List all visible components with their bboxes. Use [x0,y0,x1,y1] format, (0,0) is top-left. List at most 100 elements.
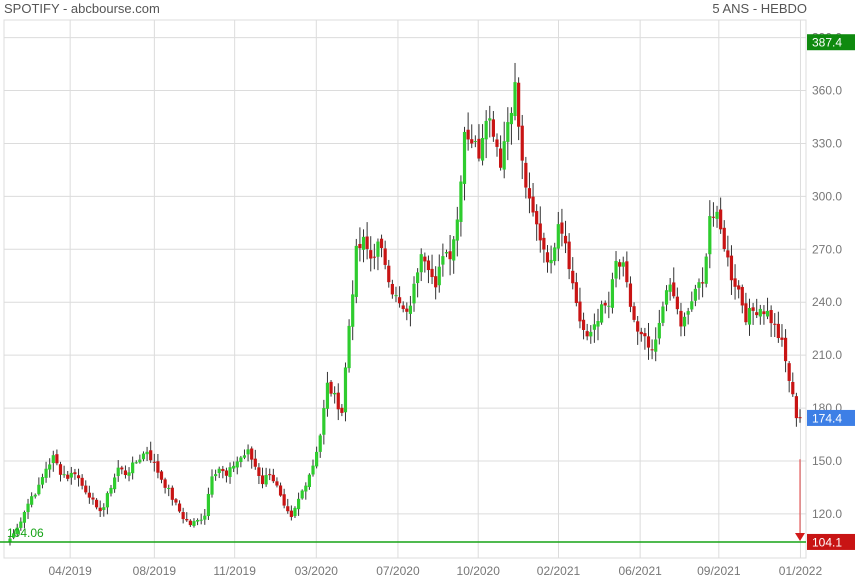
candle-down [722,227,726,250]
candle-down [737,285,741,290]
candle-up [452,239,456,261]
candle-down [257,467,261,476]
candle-up [686,311,690,315]
candle-down [535,211,539,225]
last-value-badge: 174.4 [812,411,842,425]
candle-down [224,470,229,476]
candle-down [545,252,550,263]
candle-down [581,319,586,330]
candle-down [73,472,77,475]
candle-up [228,467,232,477]
candle-down [177,503,182,512]
candle-up [513,82,517,117]
x-tick-label: 08/2019 [133,564,177,578]
candle-up [668,284,672,292]
candle-down [76,475,81,479]
candle-down [250,448,254,460]
x-tick-label: 07/2020 [376,564,420,578]
candle-up [69,472,73,478]
candle-up [704,256,708,284]
candle-down [773,323,777,325]
candle-down [123,470,128,475]
candle-up [657,322,661,339]
candle-down [679,310,683,327]
candle-up [708,216,712,255]
y-tick-label: 300.0 [812,189,842,203]
candle-up [8,538,12,543]
candle-down [253,458,257,467]
candle-down [477,138,481,159]
candle-up [549,259,553,264]
chart-title: SPOTIFY - abcbourse.com [4,1,160,16]
candle-down [340,407,344,413]
candle-up [242,455,247,458]
candle-up [416,272,420,284]
candle-down [159,471,164,480]
min-value-badge: 104.1 [812,535,842,549]
candle-down [405,308,409,312]
candle-up [664,290,669,305]
y-tick-label: 270.0 [812,242,842,256]
candle-down [726,250,730,258]
candle-down [603,302,607,306]
candle-down [794,396,798,419]
candle-up [441,256,445,265]
candle-down [426,260,431,271]
candle-down [574,282,578,303]
candle-up [199,519,203,521]
candle-down [650,349,654,351]
y-tick-label: 360.0 [812,84,842,98]
candle-down [336,392,340,410]
candle-down [643,333,647,337]
candle-down [744,303,748,323]
candle-down [66,474,70,479]
candle-down [55,454,59,464]
candle-up [419,254,423,273]
candle-up [596,321,600,327]
candle-up [300,490,304,499]
candle-down [369,250,373,259]
candle-down [379,238,384,249]
candle-down [430,268,434,278]
candle-down [740,286,744,306]
candle-up [553,247,557,262]
x-tick-label: 10/2020 [457,564,501,578]
candle-down [434,276,438,288]
candle-up [239,457,243,463]
candle-up [141,453,146,460]
max-value-badge-bg [807,34,855,51]
candle-up [214,474,218,477]
axes: 120.0150.0180.0210.0240.0270.0300.0330.0… [48,31,855,578]
candle-down [618,262,622,267]
candle-up [488,118,492,121]
candle-up [715,211,719,219]
candle-down [156,461,160,473]
candle-down [152,461,156,463]
candle-down [470,139,474,144]
candle-up [138,459,142,463]
candle-down [495,139,499,147]
candle-down [625,261,629,283]
plot-frame [3,19,807,559]
candles [8,62,802,546]
y-tick-label: 330.0 [812,136,842,150]
candle-down [329,381,333,394]
candle-up [343,367,348,413]
candle-down [149,450,153,461]
candle-down [628,283,633,307]
candle-down [646,336,651,348]
candle-up [51,455,55,464]
candle-up [203,515,207,520]
candle-up [19,521,23,528]
candle-down [448,251,452,260]
candle-down [769,310,773,324]
candle-up [607,305,611,307]
candle-up [217,468,221,474]
candle-down [791,381,795,395]
y-tick-label: 210.0 [812,348,842,362]
candle-down [260,475,265,485]
candle-up [33,494,37,497]
candle-up [462,131,467,184]
candle-up [311,465,315,475]
candle-up [747,308,752,325]
